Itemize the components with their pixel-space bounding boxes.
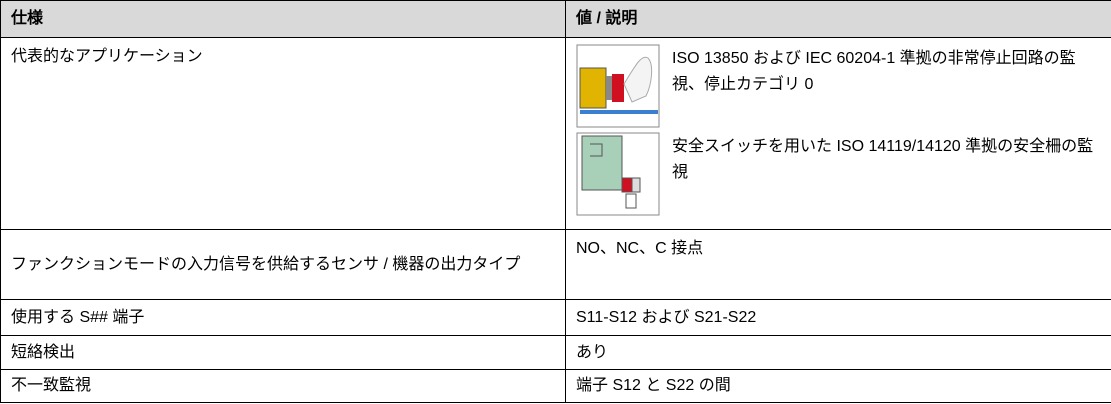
application-text: 安全スイッチを用いた ISO 14119/14120 準拠の安全柵の監視: [672, 138, 1094, 181]
value-cell: 端子 S12 と S22 の間: [565, 369, 1111, 403]
header-cell: 仕様: [0, 0, 566, 38]
value-cell: ISO 13850 および IEC 60204-1 準拠の非常停止回路の監視、停…: [565, 37, 1111, 230]
row: 代表的なアプリケーション ISO 13850 および IEC 60204-1 準…: [0, 37, 1111, 230]
row: ファンクションモードの入力信号を供給するセンサ / 機器の出力タイプ NO、NC…: [0, 229, 1111, 300]
spec-cell: 不一致監視: [0, 369, 566, 403]
application: 安全スイッチを用いた ISO 14119/14120 準拠の安全柵の監視: [576, 132, 1101, 216]
row: 不一致監視 端子 S12 と S22 の間: [0, 369, 1111, 403]
spec-cell: ファンクションモードの入力信号を供給するセンサ / 機器の出力タイプ: [0, 229, 566, 300]
header-row: 仕様 値 / 説明: [0, 0, 1111, 38]
value-cell: S11-S12 および S21-S22: [565, 299, 1111, 336]
spec-cell: 代表的なアプリケーション: [0, 37, 566, 230]
row: 使用する S## 端子 S11-S12 および S21-S22: [0, 299, 1111, 336]
value-cell: あり: [565, 335, 1111, 370]
header-cell: 値 / 説明: [565, 0, 1111, 38]
value-cell: NO、NC、C 接点: [565, 229, 1111, 300]
estop-icon: [576, 44, 660, 128]
row: 短絡検出 あり: [0, 335, 1111, 370]
application: ISO 13850 および IEC 60204-1 準拠の非常停止回路の監視、停…: [576, 44, 1101, 128]
spec-cell: 短絡検出: [0, 335, 566, 370]
guard-switch-icon: [576, 132, 660, 216]
spec-cell: 使用する S## 端子: [0, 299, 566, 336]
application-text: ISO 13850 および IEC 60204-1 準拠の非常停止回路の監視、停…: [672, 50, 1076, 93]
